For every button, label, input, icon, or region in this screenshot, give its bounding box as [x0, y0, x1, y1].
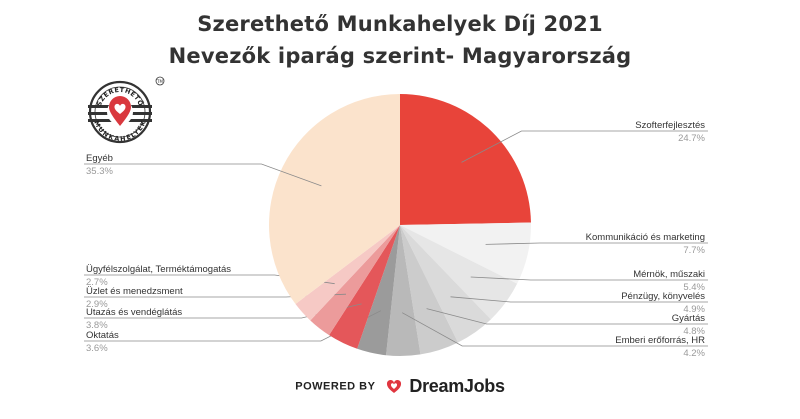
pie-slice [329, 225, 400, 349]
chart-title: Szerethető Munkahelyek Díj 2021 [197, 12, 603, 36]
slice-value-label: 4.9% [683, 304, 705, 315]
pie-slice [400, 225, 458, 355]
slice-value-label: 3.8% [86, 320, 108, 331]
slice-value-label: 24.7% [678, 133, 705, 144]
slice-label: Ügyfélszolgálat, Terméktámogatás [86, 264, 231, 275]
slice-value-label: 35.3% [86, 166, 113, 177]
leader-line [450, 296, 708, 303]
slice-label: Üzlet és menedzsment [86, 286, 183, 297]
leader-line [470, 276, 708, 281]
dreamjobs-brand: DreamJobs [409, 376, 505, 396]
slice-label: Oktatás [86, 330, 119, 341]
slice-label: Gyártás [672, 313, 706, 324]
slice-value-label: 5.4% [683, 282, 705, 293]
powered-by-label: POWERED BY [295, 380, 376, 393]
dreamjobs-heart-icon [386, 379, 401, 393]
slice-value-label: 4.8% [683, 326, 705, 337]
leader-line [426, 308, 708, 325]
trademark-mark: TM [156, 79, 163, 84]
pie-slice [400, 225, 518, 320]
pie-slice [310, 225, 400, 336]
powered-by-footer: POWERED BY DreamJobs [0, 376, 800, 397]
leader-line [461, 130, 708, 163]
pie-slice [295, 225, 400, 321]
pie-slice [400, 94, 531, 225]
slice-label: Szofterfejlesztés [635, 120, 705, 131]
slice-label: Egyéb [86, 153, 113, 164]
slice-label: Kommunikáció és marketing [586, 232, 705, 243]
leader-line [402, 312, 708, 347]
chart-subtitle: Nevezők iparág szerint- Magyarország [168, 44, 632, 68]
slice-label: Pénzügy, könyvelés [621, 291, 705, 302]
pie-slice [386, 225, 421, 356]
slice-label: Utazás és vendéglátás [86, 307, 182, 318]
pie-slice [400, 225, 491, 343]
leader-line [84, 163, 322, 187]
pie-slice [357, 225, 400, 356]
slice-label: Mérnök, műszaki [633, 269, 705, 280]
pie-slice [400, 222, 532, 284]
slice-value-label: 3.6% [86, 343, 108, 354]
leader-line [485, 242, 708, 245]
slice-value-label: 7.7% [683, 245, 705, 256]
slice-label: Emberi erőforrás, HR [615, 335, 705, 346]
slice-value-label: 4.2% [683, 348, 705, 359]
szeretheto-munkahelyek-logo: SZERETHETŐ MUNKAHELYEK TM [88, 76, 165, 144]
slice-value-label: 2.9% [86, 299, 108, 310]
pie-slice [269, 94, 400, 304]
heart-icon [114, 103, 126, 114]
slice-value-label: 2.7% [86, 277, 108, 288]
